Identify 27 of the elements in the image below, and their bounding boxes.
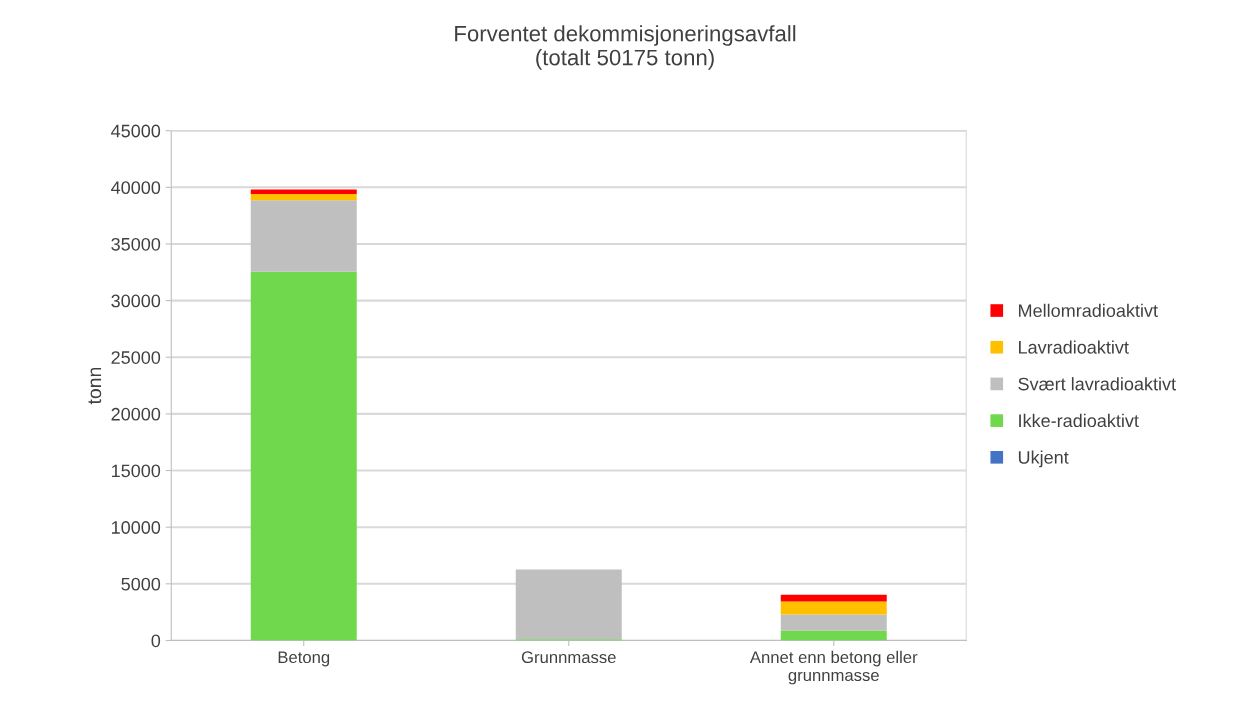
legend-label: Lavradioaktivt bbox=[1019, 340, 1129, 354]
legend-label: Svært lavradioaktivt bbox=[1018, 377, 1176, 391]
y-tick-label: 25000 bbox=[111, 351, 161, 364]
x-tick-label: Grunnmasse bbox=[521, 651, 616, 664]
y-tick-label: 20000 bbox=[111, 407, 161, 421]
x-tick-label: Betong bbox=[278, 651, 330, 667]
bar bbox=[780, 630, 887, 641]
bar bbox=[250, 200, 357, 272]
bar bbox=[780, 601, 887, 615]
legend-label: Mellomradioaktivt bbox=[1019, 303, 1158, 318]
legend-label: Ukjent bbox=[1018, 450, 1069, 468]
y-tick-label: 0 bbox=[151, 634, 161, 648]
y-tick-label: 15000 bbox=[112, 464, 161, 478]
y-tick-label: 5000 bbox=[121, 577, 161, 591]
bar bbox=[250, 271, 357, 641]
x-tick-label: Annet enn betong eller grunnmasse bbox=[749, 650, 918, 685]
y-axis-title: tonn bbox=[88, 367, 102, 405]
y-tick-label: 30000 bbox=[111, 294, 161, 308]
y-tick-label: 35000 bbox=[111, 237, 161, 251]
y-tick-label: 40000 bbox=[111, 181, 161, 195]
chart-title: Forventet dekommisjoneringsavfall (totalt 50175 tonn) bbox=[455, 25, 796, 70]
y-tick-label: 10000 bbox=[112, 521, 161, 534]
bar bbox=[780, 614, 887, 631]
legend-label: Ikke-radioaktivt bbox=[1019, 413, 1139, 428]
bar bbox=[250, 194, 357, 201]
bar bbox=[780, 594, 887, 602]
y-tick-label: 45000 bbox=[111, 124, 161, 138]
